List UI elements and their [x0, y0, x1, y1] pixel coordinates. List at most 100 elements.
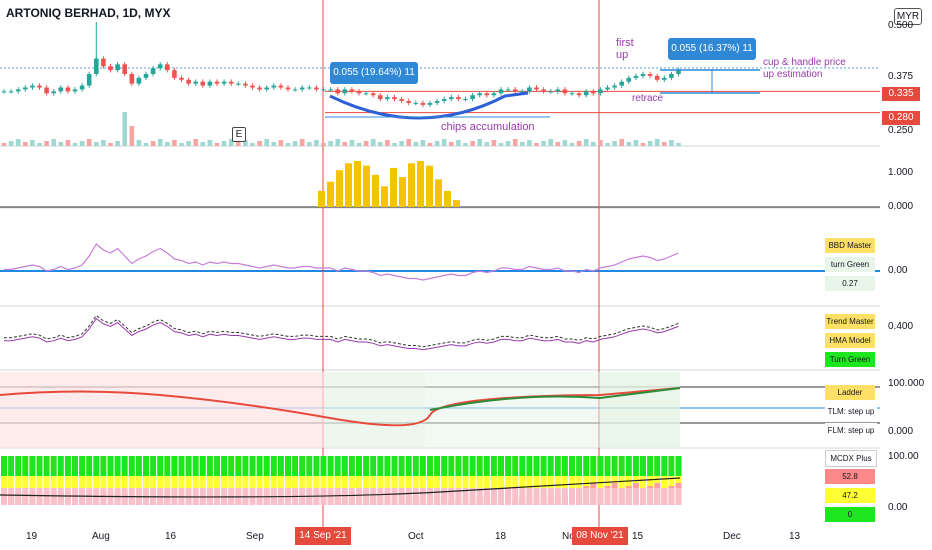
mcdx-green	[597, 456, 604, 476]
cup-curve	[329, 91, 529, 120]
volume-bar	[541, 141, 546, 146]
candle-body	[647, 74, 653, 76]
mcdx-green	[576, 456, 583, 476]
mcdx-green	[590, 456, 597, 476]
volume-bar	[264, 139, 269, 146]
mcdx-base	[526, 488, 533, 505]
mcdx-yellow	[434, 476, 441, 488]
candle-body	[299, 87, 305, 90]
mcdx-green	[22, 456, 29, 476]
volume-bar	[498, 143, 504, 146]
earnings-marker[interactable]: E	[232, 127, 246, 142]
mcdx-yellow	[192, 476, 199, 488]
mcdx-yellow	[299, 476, 306, 488]
mcdx-yellow	[22, 476, 29, 488]
mcdx-green	[647, 456, 654, 476]
volume-bar	[569, 143, 575, 146]
candle-body	[591, 91, 596, 94]
volume-bar	[15, 139, 21, 146]
candle-body	[505, 89, 511, 91]
volume-bar	[676, 143, 681, 146]
candle-body	[349, 89, 355, 92]
mcdx-base	[611, 488, 618, 505]
mcdx-yellow	[107, 476, 114, 488]
volume-bar	[150, 141, 156, 146]
candle-body	[257, 87, 262, 90]
volume-bar	[449, 142, 454, 146]
x-tick-dec: Dec	[723, 531, 741, 542]
retrace-note: retrace	[632, 93, 664, 104]
candle-body	[356, 91, 362, 94]
mcdx-green	[249, 456, 256, 476]
mcdx-base	[483, 488, 490, 505]
volume-bar	[456, 140, 461, 146]
hma-model-label: HMA Model	[825, 333, 875, 348]
candle-body	[598, 89, 603, 94]
candle-body	[484, 93, 490, 96]
volume-bar	[37, 143, 42, 146]
mcdx-yellow	[206, 476, 213, 488]
mcdx-yellow	[164, 476, 171, 488]
mcdx-base	[455, 488, 462, 505]
mcdx-green	[57, 456, 64, 476]
mcdx-base	[569, 488, 575, 505]
bbd-master-label: BBD Master	[825, 238, 875, 253]
mcdx-base	[640, 488, 646, 505]
x-tick-nov: No	[562, 531, 575, 542]
mcdx-green	[86, 456, 93, 476]
mcdx-green	[611, 456, 618, 476]
volume-indicator-bar	[336, 170, 343, 207]
mcdx-yellow	[277, 476, 284, 488]
mcdx-base	[583, 488, 590, 505]
mcdx-value-2: 47.2	[825, 488, 875, 503]
measure-bubble-1: 0.055 (19.64%) 11	[330, 62, 418, 84]
mcdx-green	[561, 456, 568, 476]
mcdx-green	[242, 456, 249, 476]
mcdx-green	[192, 456, 199, 476]
mcdx-yellow	[398, 476, 405, 488]
mcdx-yellow	[370, 476, 377, 488]
volume-bar	[591, 142, 596, 146]
x-tick-15: 15	[632, 531, 644, 542]
mcdx-green	[398, 456, 405, 476]
volume-bar	[157, 139, 163, 146]
mcdx-yellow	[135, 476, 142, 488]
mcdx-green	[370, 456, 377, 476]
volume-bar	[640, 143, 646, 146]
volume-bar	[470, 141, 475, 146]
mcdx-yellow	[448, 476, 455, 488]
volume-bar	[314, 140, 319, 146]
currency-button[interactable]: MYR	[894, 8, 922, 25]
mcdx-green	[64, 456, 71, 476]
mcdx-green	[412, 456, 419, 476]
mcdx-yellow	[597, 476, 604, 488]
mcdx-green	[554, 456, 561, 476]
volume-bar	[520, 142, 525, 146]
volume-bar	[307, 142, 312, 146]
volume-bar	[292, 141, 298, 146]
candle-body	[228, 81, 234, 84]
mcdx-yellow	[64, 476, 71, 488]
mcdx-base	[43, 488, 50, 505]
candle-body	[534, 87, 539, 90]
candle-body	[541, 89, 546, 92]
mcdx-yellow	[128, 476, 135, 488]
mcdx-yellow	[320, 476, 327, 488]
volume-indicator-bar	[354, 161, 361, 207]
mcdx-label: MCDX Plus	[825, 450, 877, 467]
candle-body	[548, 91, 553, 93]
bbd-line	[4, 243, 679, 281]
candle-body	[413, 102, 419, 104]
volume-indicator-bar	[453, 200, 460, 207]
candle-body	[449, 97, 454, 100]
mcdx-green	[15, 456, 22, 476]
mcdx-green	[583, 456, 590, 476]
mcdx-yellow	[93, 476, 100, 488]
mcdx-green	[356, 456, 362, 476]
mcdx-yellow	[569, 476, 575, 488]
price-tick-375: 0.375	[888, 71, 914, 82]
volume-indicator-bar	[417, 161, 424, 207]
volume-bar	[186, 141, 191, 146]
mcdx-base	[512, 488, 519, 505]
mcdx-green	[292, 456, 299, 476]
